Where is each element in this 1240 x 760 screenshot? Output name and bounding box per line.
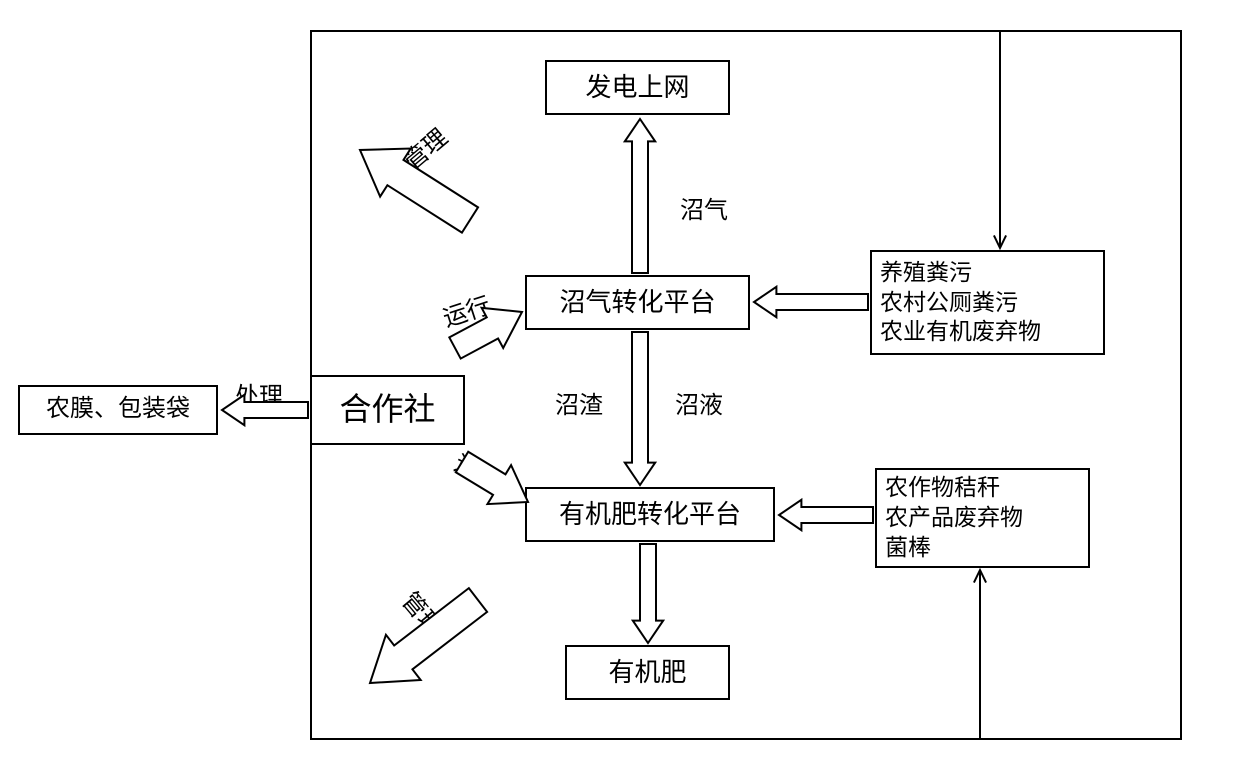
node-waste-bot: 农作物秸秆 农产品废弃物 菌棒 — [875, 468, 1090, 568]
node-film-bag: 农膜、包装袋 — [18, 385, 218, 435]
node-label: 农膜、包装袋 — [46, 394, 190, 425]
node-organic-fert: 有机肥 — [565, 645, 730, 700]
edge-label-biogas: 沼气 — [680, 190, 728, 225]
node-biogas: 沼气转化平台 — [525, 275, 750, 330]
node-label: 养殖粪污 农村公厕粪污 农业有机废弃物 — [880, 258, 1041, 348]
node-label: 农作物秸秆 农产品废弃物 菌棒 — [885, 473, 1023, 563]
edge-label-liquid: 沼液 — [675, 385, 723, 420]
node-label: 合作社 — [339, 389, 435, 431]
diagram-canvas: 农膜、包装袋 合作社 发电上网 沼气转化平台 养殖粪污 农村公厕粪污 农业有机废… — [0, 0, 1240, 760]
node-coop: 合作社 — [310, 375, 465, 445]
node-organic-platform: 有机肥转化平台 — [525, 487, 775, 542]
edge-label-residue: 沼渣 — [555, 385, 603, 420]
node-label: 有机肥转化平台 — [559, 498, 741, 532]
node-power-grid: 发电上网 — [545, 60, 730, 115]
node-label: 有机肥 — [608, 656, 686, 690]
edge-label-process: 处理 — [235, 376, 283, 411]
node-label: 沼气转化平台 — [559, 286, 715, 320]
node-label: 发电上网 — [585, 71, 689, 105]
node-waste-top: 养殖粪污 农村公厕粪污 农业有机废弃物 — [870, 250, 1105, 355]
